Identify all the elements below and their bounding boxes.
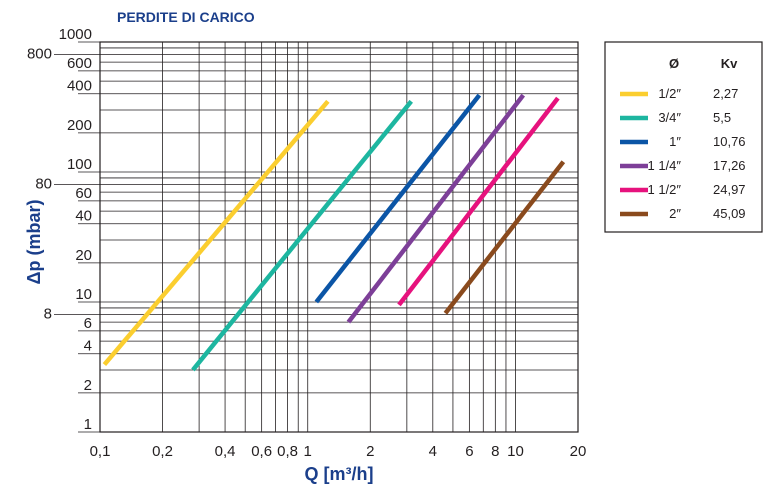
y-tick-label-outer: 8 [44, 306, 52, 323]
series-line [314, 93, 482, 304]
y-tick-label: 600 [67, 55, 92, 72]
y-tick-label: 4 [84, 338, 92, 355]
legend-kv-value: 2,27 [713, 86, 738, 101]
legend-kv-value: 45,09 [713, 206, 746, 221]
y-tick-label: 1 [84, 416, 92, 433]
y-tick-label: 200 [67, 117, 92, 134]
x-tick-label: 0,6 [251, 443, 272, 460]
legend-kv-value: 5,5 [713, 110, 731, 125]
legend-size-label: 1″ [669, 134, 681, 149]
chart-title: PERDITE DI CARICO [117, 9, 255, 25]
y-tick-label: 2 [84, 377, 92, 394]
y-tick-label: 400 [67, 78, 92, 95]
legend-size-label: 1 1/2″ [647, 182, 681, 197]
series-line [346, 93, 526, 324]
legend-size-label: 1 1/4″ [647, 158, 681, 173]
x-tick-label: 0,4 [215, 443, 236, 460]
y-tick-label: 60 [75, 185, 92, 202]
y-tick-label: 10 [75, 286, 92, 303]
plot-frame [99, 41, 579, 433]
y-tick-label: 100 [67, 156, 92, 173]
x-tick-label: 0,1 [90, 443, 111, 460]
x-tick-label: 4 [429, 443, 437, 460]
legend-size-label: 2″ [669, 206, 681, 221]
y-tick-label: 40 [75, 208, 92, 225]
legend-box [604, 41, 763, 233]
y-axis-label: Δp (mbar) [24, 200, 44, 285]
legend: Ø Kv 1/2″ 2,27 3/4″ 5,5 1″ 10,76 1 1/4″ 17,26 1 … [604, 41, 763, 233]
legend-size-label: 1/2″ [658, 86, 681, 101]
x-axis-label: Q [m³/h] [305, 464, 374, 484]
x-tick-label: 10 [507, 443, 524, 460]
y-tick-label-outer: 80 [35, 176, 52, 193]
legend-items: 1/2″ 2,27 3/4″ 5,5 1″ 10,76 1 1/4″ 17,26 1 1/2″ 2… [620, 86, 746, 221]
y-tick-label-outer: 800 [27, 46, 52, 63]
series-line [443, 160, 566, 315]
x-tick-label: 2 [366, 443, 374, 460]
x-tick-label: 20 [570, 443, 587, 460]
legend-header-kv: Kv [721, 56, 738, 71]
legend-size-label: 3/4″ [658, 110, 681, 125]
x-tick-label: 0,8 [277, 443, 298, 460]
y-tick-label: 20 [75, 247, 92, 264]
x-tick-label: 6 [465, 443, 473, 460]
x-tick-labels: 0,1 0,2 0,4 0,6 0,8 1 2 4 6 8 10 20 [90, 443, 587, 460]
series-line [102, 99, 330, 367]
series-line [397, 96, 560, 307]
y-tick-label: 1000 [59, 26, 92, 43]
series-line [191, 99, 413, 372]
legend-kv-value: 17,26 [713, 158, 746, 173]
y-tick-label: 6 [84, 315, 92, 332]
legend-kv-value: 24,97 [713, 182, 746, 197]
x-tick-label: 1 [304, 443, 312, 460]
legend-header-size: Ø [669, 56, 679, 71]
y-tick-labels: 1 2 4 6 10 20 40 60 100 200 400 600 1000 8 80 800 [27, 26, 100, 433]
x-tick-label: 8 [491, 443, 499, 460]
x-tick-label: 0,2 [152, 443, 173, 460]
series-lines [102, 93, 566, 372]
legend-kv-value: 10,76 [713, 134, 746, 149]
